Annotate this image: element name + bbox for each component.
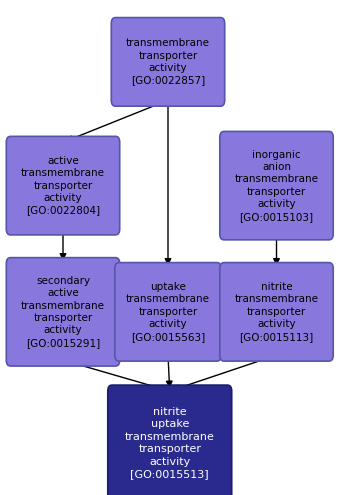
- Text: uptake
transmembrane
transporter
activity
[GO:0015563]: uptake transmembrane transporter activit…: [126, 282, 210, 342]
- FancyBboxPatch shape: [6, 258, 120, 366]
- FancyBboxPatch shape: [108, 385, 232, 495]
- FancyBboxPatch shape: [115, 263, 221, 361]
- Text: secondary
active
transmembrane
transporter
activity
[GO:0015291]: secondary active transmembrane transport…: [21, 276, 105, 348]
- FancyBboxPatch shape: [220, 132, 333, 240]
- Text: nitrite
uptake
transmembrane
transporter
activity
[GO:0015513]: nitrite uptake transmembrane transporter…: [125, 407, 215, 479]
- FancyBboxPatch shape: [6, 137, 120, 235]
- Text: nitrite
transmembrane
transporter
activity
[GO:0015113]: nitrite transmembrane transporter activi…: [234, 282, 318, 342]
- Text: active
transmembrane
transporter
activity
[GO:0022804]: active transmembrane transporter activit…: [21, 156, 105, 215]
- FancyBboxPatch shape: [220, 263, 333, 361]
- Text: transmembrane
transporter
activity
[GO:0022857]: transmembrane transporter activity [GO:0…: [126, 38, 210, 86]
- Text: inorganic
anion
transmembrane
transporter
activity
[GO:0015103]: inorganic anion transmembrane transporte…: [234, 149, 318, 222]
- FancyBboxPatch shape: [111, 18, 225, 106]
